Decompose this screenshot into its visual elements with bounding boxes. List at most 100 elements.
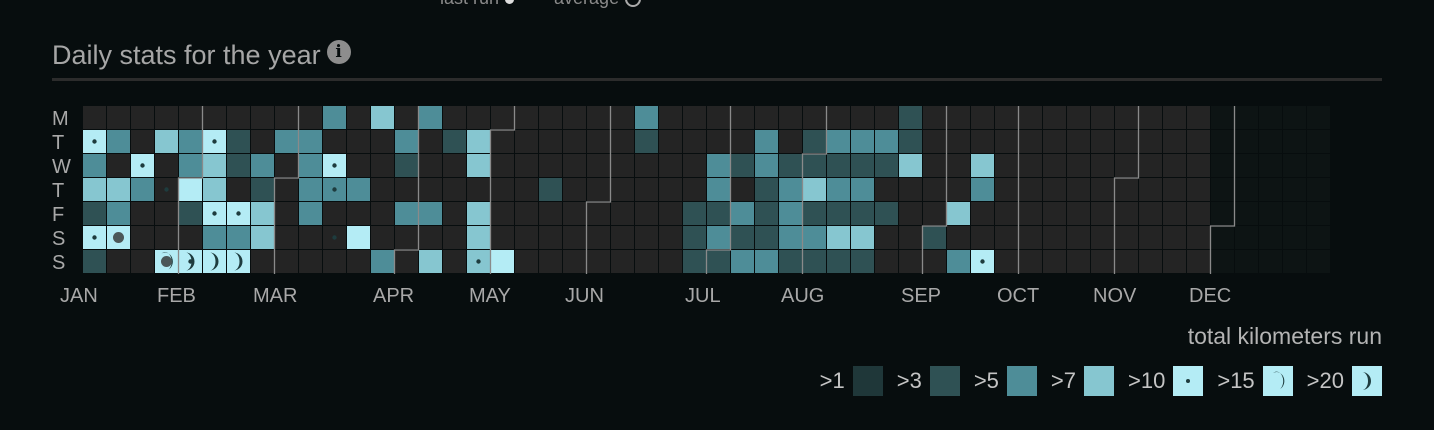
heatmap-cell: [107, 250, 130, 273]
heatmap-cell: [227, 154, 250, 177]
heatmap-cell: [275, 106, 298, 129]
legend-item: >20: [1307, 366, 1382, 396]
legend-item: >1: [820, 366, 883, 396]
heatmap-cell: [1307, 106, 1330, 129]
heatmap-cell: [1163, 130, 1186, 153]
heatmap-cell: [251, 202, 274, 225]
heatmap-cell: [251, 250, 274, 273]
heatmap-cell: [1115, 178, 1138, 201]
legend-label: >7: [1050, 368, 1077, 393]
heatmap-cell: [419, 106, 442, 129]
month-boundary-line: [705, 106, 732, 274]
heatmap-cell: [131, 226, 154, 249]
heatmap-cell: [395, 130, 418, 153]
heatmap-cell: [923, 130, 946, 153]
heatmap-cell: [443, 106, 466, 129]
moon-marker-icon: [185, 252, 195, 271]
day-dot-marker: [980, 259, 985, 264]
heatmap-cell: [131, 130, 154, 153]
heatmap-cell: [923, 106, 946, 129]
heatmap-cell: [1307, 250, 1330, 273]
month-boundary-line: [1113, 106, 1140, 274]
legend-item: >3: [897, 366, 960, 396]
heatmap-cell: [1067, 178, 1090, 201]
heatmap-cell: [803, 226, 826, 249]
heatmap-cell: [299, 154, 322, 177]
heatmap-cell: [1139, 130, 1162, 153]
heatmap-cell: [659, 130, 682, 153]
moon-icon: [1272, 371, 1284, 389]
heatmap-cell: [275, 226, 298, 249]
heatmap-cell: [179, 130, 202, 153]
heatmap-cell: [995, 226, 1018, 249]
heatmap-cell: [1067, 106, 1090, 129]
heatmap-cell: [851, 106, 874, 129]
day-dot-marker: [140, 163, 145, 168]
heatmap-cell: [395, 202, 418, 225]
heatmap-cell: [635, 154, 658, 177]
heatmap-cell: [83, 202, 106, 225]
heatmap-cell: [1019, 178, 1042, 201]
heatmap-cell: [707, 202, 730, 225]
heatmap-cell: [203, 226, 226, 249]
heatmap-cell: [851, 250, 874, 273]
heatmap-cell: [491, 202, 514, 225]
heatmap-cell: [491, 250, 514, 273]
heatmap-cell: [923, 154, 946, 177]
heatmap-cell: [995, 130, 1018, 153]
heatmap-cell: [83, 250, 106, 273]
heatmap-cell: [755, 250, 778, 273]
month-label: JUN: [565, 285, 604, 307]
heatmap-cell: [251, 178, 274, 201]
section-title-text: Daily stats for the year: [52, 40, 321, 70]
heatmap-cell: [1187, 250, 1210, 273]
heatmap-cell: [707, 130, 730, 153]
heatmap-cell: [635, 202, 658, 225]
heatmap-cell: [419, 130, 442, 153]
day-dot-marker: [92, 235, 97, 240]
heatmap-cell: [515, 106, 538, 129]
heatmap-cell: [1091, 226, 1114, 249]
heatmap-cell: [83, 154, 106, 177]
heatmap-cell: [923, 226, 946, 249]
row-label: F: [52, 204, 64, 226]
heatmap-cell: [539, 250, 562, 273]
heatmap-cell: [1211, 154, 1234, 177]
moon-marker-icon: [233, 252, 243, 271]
heatmap-cell: [491, 154, 514, 177]
heatmap-cell: [1211, 106, 1234, 129]
heatmap-cell: [659, 250, 682, 273]
heatmap-cell: [947, 250, 970, 273]
heatmap-cell: [1187, 202, 1210, 225]
heatmap-cell: [395, 106, 418, 129]
heatmap-cell: [1163, 154, 1186, 177]
moon-marker-icon: [209, 252, 219, 271]
heatmap-cell: [1043, 202, 1066, 225]
legend-label: >5: [973, 368, 999, 393]
row-label: S: [52, 252, 65, 274]
heatmap-cell: [1019, 202, 1042, 225]
heatmap-cell: [971, 106, 994, 129]
month-label: AUG: [781, 285, 824, 307]
heatmap-cell: [1067, 130, 1090, 153]
info-icon[interactable]: i: [326, 40, 351, 64]
heatmap-cell: [1139, 202, 1162, 225]
heatmap-cell: [683, 202, 706, 225]
heatmap-cell: [275, 178, 298, 201]
month-label: SEP: [901, 285, 941, 307]
heatmap-cell: [587, 178, 610, 201]
heatmap-cell: [443, 226, 466, 249]
heatmap-cell: [83, 106, 106, 129]
row-label: M: [52, 108, 69, 130]
heatmap-cell: [1187, 226, 1210, 249]
heatmap-cell: [1139, 154, 1162, 177]
heatmap-cell: [1115, 130, 1138, 153]
heatmap-cell: [1187, 106, 1210, 129]
heatmap-cell: [179, 226, 202, 249]
month-label: MAR: [253, 285, 297, 307]
heatmap-cell: [131, 250, 154, 273]
heatmap-cell: [971, 202, 994, 225]
heatmap-cell: [1139, 250, 1162, 273]
last-run-dot-icon: [505, 0, 515, 4]
heatmap-cell: [155, 130, 178, 153]
